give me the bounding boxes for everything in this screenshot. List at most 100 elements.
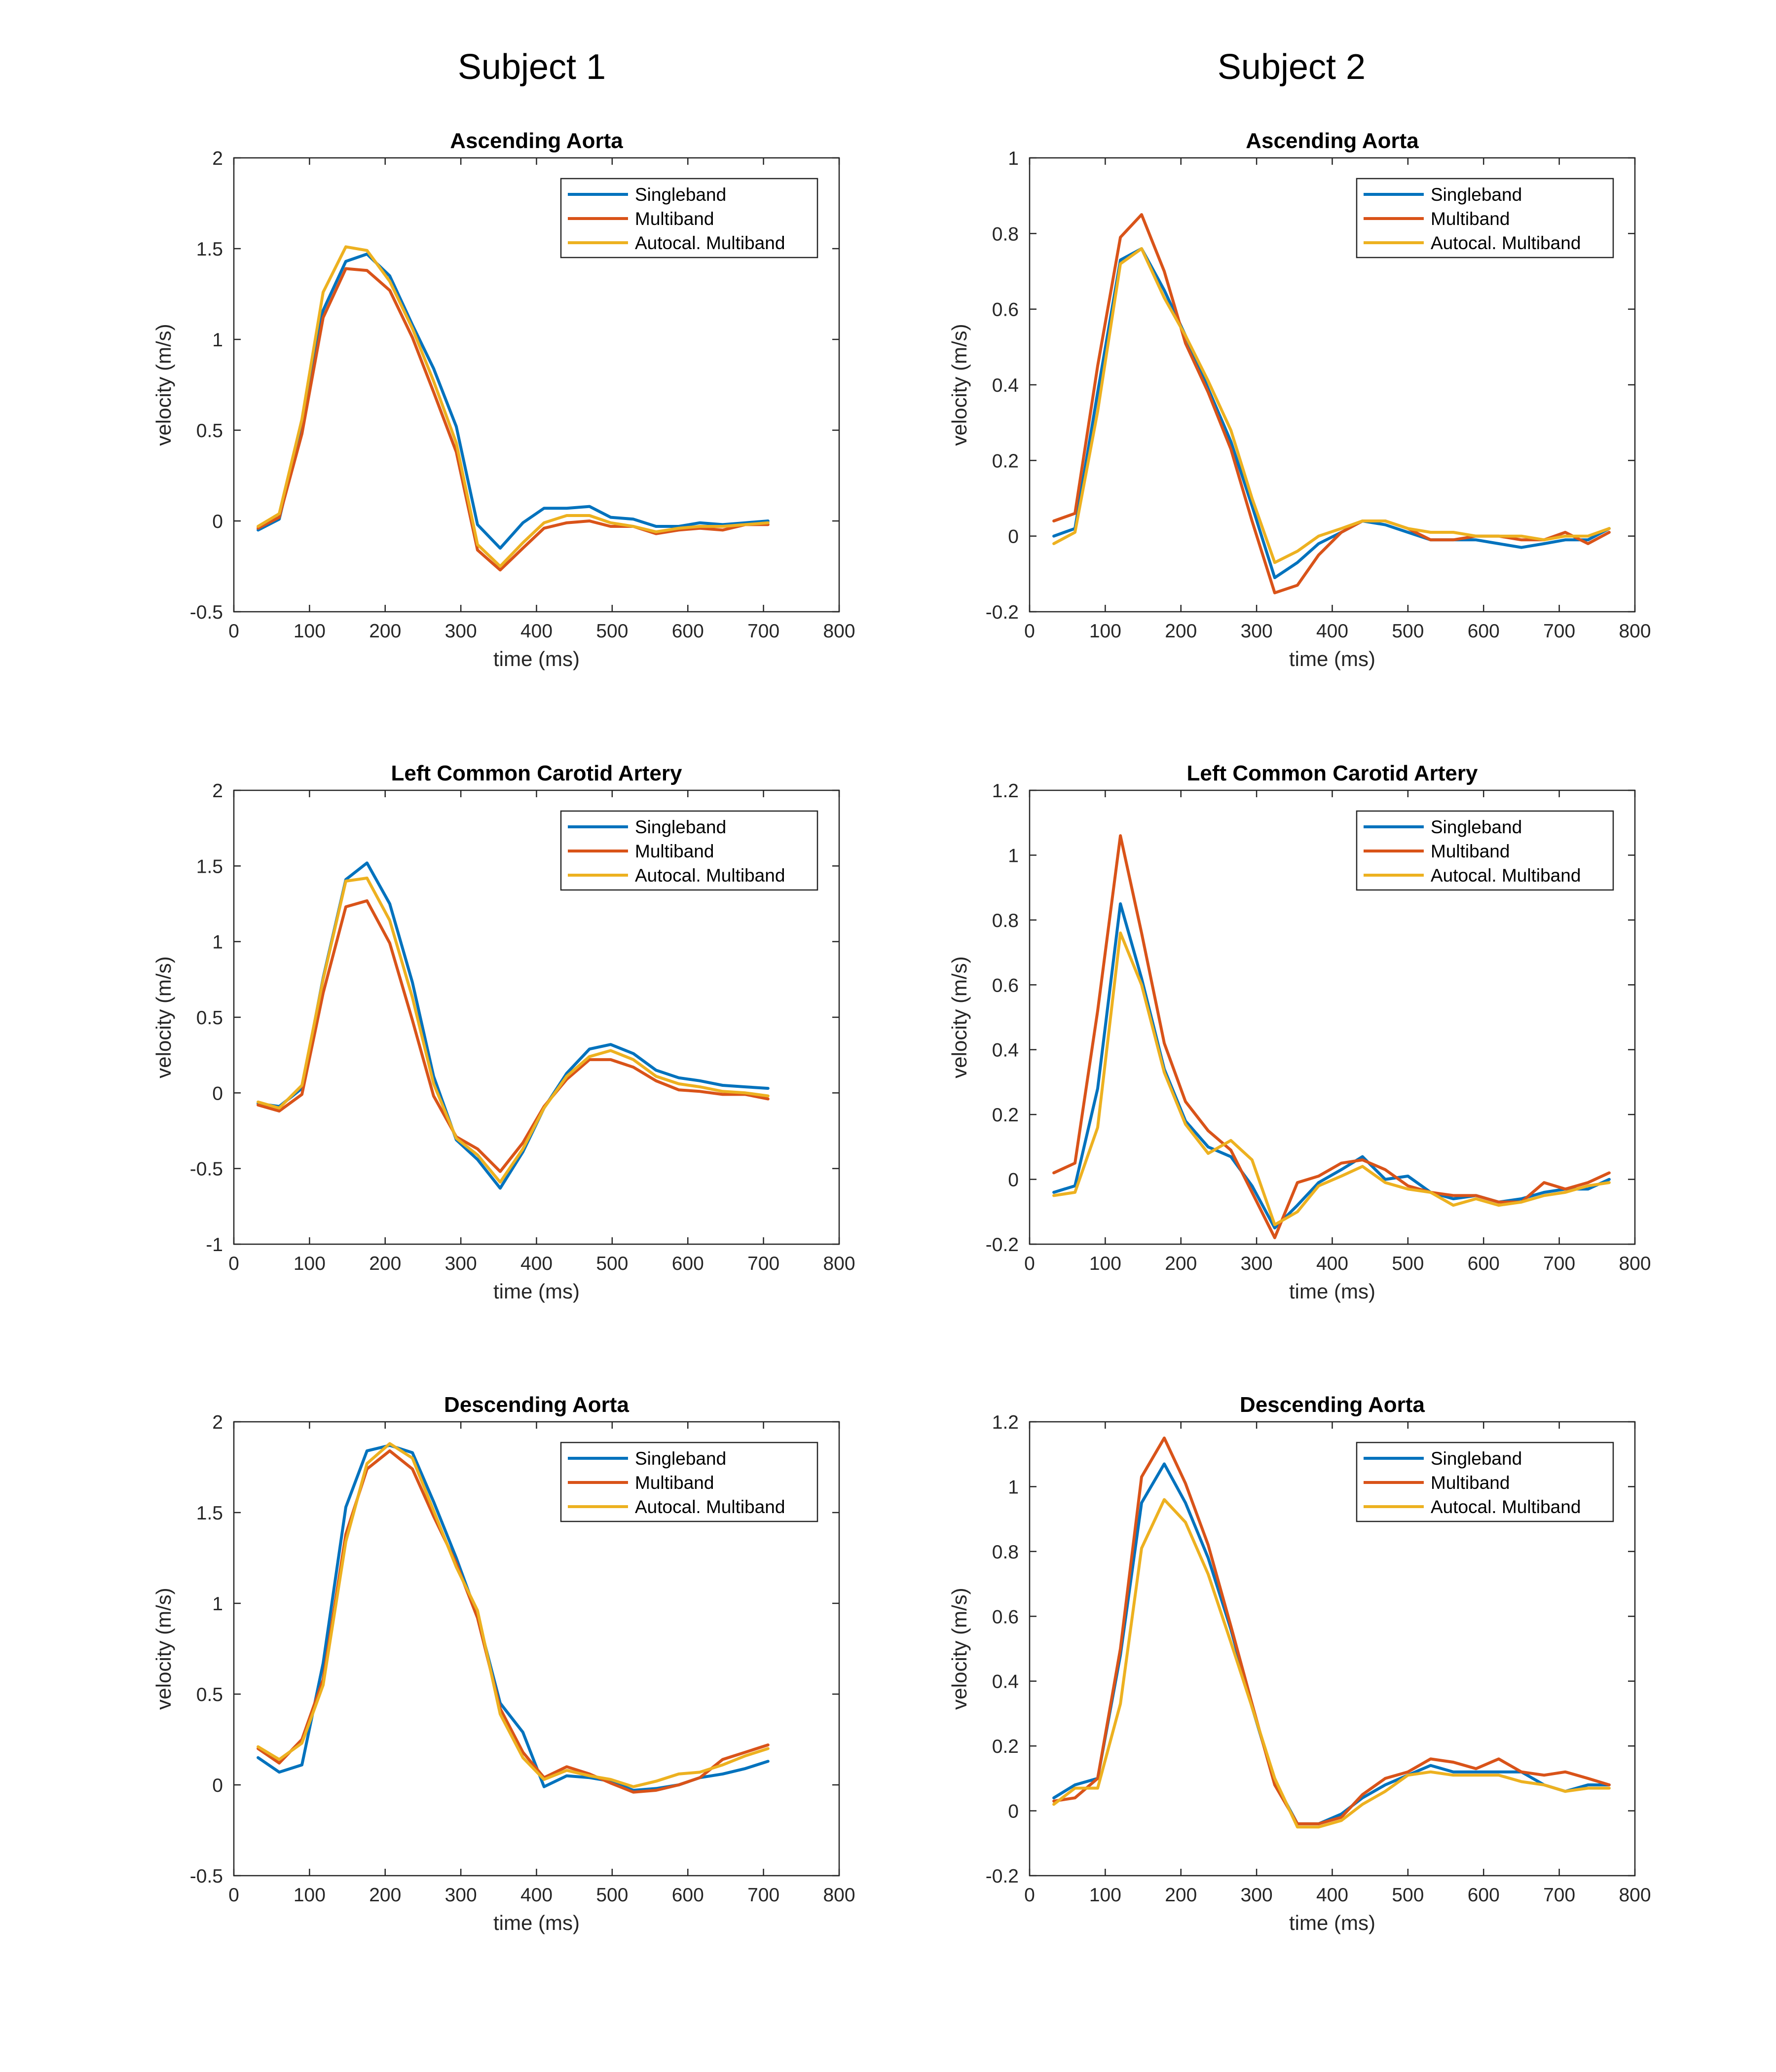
chart-1-series-multiband — [257, 267, 770, 572]
chart-4-ylabel: velocity (m/s) — [948, 956, 971, 1078]
chart-5-xtick-label: 100 — [294, 1885, 326, 1906]
chart-5-ytick-label: 1.5 — [196, 1503, 223, 1524]
chart-5-ytick-label: 0 — [212, 1775, 223, 1796]
chart-3-left-common-carotid-artery: Left Common Carotid Artery 0 100 200 300 400 5… — [152, 761, 855, 1303]
chart-3-ytick-label: 2 — [212, 780, 223, 802]
chart-1-axes-box — [233, 157, 840, 613]
chart-6-ytick-label: 0.6 — [992, 1606, 1019, 1628]
chart-1-xtick-label: 500 — [596, 621, 628, 642]
chart-2-xtick-label: 800 — [1619, 621, 1651, 642]
chart-3-ytick-label: -1 — [206, 1234, 223, 1256]
chart-2-ascending-aorta: Ascending Aorta 0 100 200 300 400 500 600 700 800… — [948, 129, 1651, 670]
chart-2-xtick-label: 300 — [1241, 621, 1273, 642]
chart-6-ytick-label: 0.4 — [992, 1671, 1019, 1693]
chart-6-title: Descending Aorta — [1240, 1393, 1425, 1417]
chart-4-ytick-label: 0.6 — [992, 975, 1019, 996]
chart-2-ytick-label: 1 — [1008, 148, 1019, 169]
chart-1-ytick-label: 1.5 — [196, 239, 223, 260]
chart-3-xtick-label: 300 — [445, 1253, 477, 1274]
chart-5-xtick-label: 300 — [445, 1885, 477, 1906]
chart-4-legend: Singleband Multiband Autocal. Multiband — [1356, 810, 1614, 891]
chart-6-ytick-label: 0.2 — [992, 1736, 1019, 1757]
chart-5-legend: Singleband Multiband Autocal. Multiband — [560, 1442, 818, 1522]
chart-6-series-autocal-multiband — [1052, 1498, 1611, 1829]
chart-5-legend-label-multiband: Multiband — [635, 1473, 714, 1493]
chart-4-axes-box — [1029, 789, 1636, 1245]
chart-3-title: Left Common Carotid Artery — [391, 761, 682, 785]
chart-1-xtick-label: 0 — [228, 621, 239, 642]
chart-2-series-multiband — [1052, 213, 1611, 594]
chart-2-xtick-label: 600 — [1468, 621, 1500, 642]
chart-3-series-multiband — [257, 899, 770, 1173]
chart-1-series-autocal-multiband — [257, 245, 770, 568]
chart-1-ytick-label: 2 — [212, 148, 223, 169]
chart-3-ytick-label: -0.5 — [190, 1159, 223, 1180]
chart-6-xtick-label: 0 — [1024, 1885, 1035, 1906]
chart-6-legend-label-singleband: Singleband — [1431, 1448, 1522, 1469]
chart-4-series-singleband — [1052, 902, 1611, 1230]
chart-2-ylabel: velocity (m/s) — [948, 324, 971, 445]
chart-4-xtick-label: 100 — [1089, 1253, 1121, 1274]
chart-6-xlabel: time (ms) — [1289, 1911, 1375, 1934]
chart-6-series-multiband — [1052, 1436, 1611, 1825]
chart-6-xtick-label: 300 — [1241, 1885, 1273, 1906]
chart-4-legend-label-singleband: Singleband — [1431, 817, 1522, 837]
chart-6-axes-box — [1029, 1421, 1636, 1877]
chart-6-ytick-label: 1.2 — [992, 1412, 1019, 1433]
chart-1-legend-label-singleband: Singleband — [635, 185, 726, 205]
chart-4-ytick-label: 0.2 — [992, 1105, 1019, 1126]
chart-4-legend-label-autocal-multiband: Autocal. Multiband — [1431, 865, 1581, 886]
chart-6-ytick-label: -0.2 — [986, 1866, 1019, 1887]
chart-2-legend-label-autocal-multiband: Autocal. Multiband — [1431, 233, 1581, 253]
chart-1-ytick-label: -0.5 — [190, 602, 223, 623]
chart-1-legend-label-autocal-multiband: Autocal. Multiband — [635, 233, 785, 253]
chart-5-xlabel: time (ms) — [493, 1911, 580, 1934]
chart-3-ytick-label: 0 — [212, 1083, 223, 1104]
chart-6-ytick-label: 1 — [1008, 1477, 1019, 1498]
chart-1-legend-label-multiband: Multiband — [635, 209, 714, 229]
chart-5-ytick-label: 1 — [212, 1593, 223, 1615]
column-title-subject-2: Subject 2 — [1218, 47, 1366, 87]
chart-3-legend: Singleband Multiband Autocal. Multiband — [560, 810, 818, 891]
chart-6-legend: Singleband Multiband Autocal. Multiband — [1356, 1442, 1614, 1522]
chart-6-ytick-label: 0 — [1008, 1801, 1019, 1822]
chart-5-legend-label-autocal-multiband: Autocal. Multiband — [635, 1497, 785, 1517]
chart-2-ytick-label: 0 — [1008, 526, 1019, 548]
chart-4-xtick-label: 400 — [1316, 1253, 1348, 1274]
chart-2-axes-box — [1029, 157, 1636, 613]
chart-5-ylabel: velocity (m/s) — [152, 1588, 175, 1709]
chart-2-legend-label-multiband: Multiband — [1431, 209, 1510, 229]
chart-3-series-autocal-multiband — [257, 876, 770, 1184]
chart-5-xtick-label: 400 — [520, 1885, 553, 1906]
chart-4-ytick-label: 0 — [1008, 1170, 1019, 1191]
chart-2-xlabel: time (ms) — [1289, 647, 1375, 670]
chart-5-xtick-label: 200 — [369, 1885, 401, 1906]
chart-4-xlabel: time (ms) — [1289, 1280, 1375, 1303]
chart-3-xtick-label: 800 — [823, 1253, 855, 1274]
chart-3-xtick-label: 200 — [369, 1253, 401, 1274]
chart-3-legend-label-singleband: Singleband — [635, 817, 726, 837]
chart-6-descending-aorta: Descending Aorta 0 100 200 300 400 500 600 700 80… — [948, 1393, 1651, 1934]
chart-2-xtick-label: 400 — [1316, 621, 1348, 642]
chart-2-ytick-label: 0.2 — [992, 450, 1019, 472]
chart-5-title: Descending Aorta — [444, 1393, 629, 1417]
chart-6-xtick-label: 100 — [1089, 1885, 1121, 1906]
chart-2-ytick-label: 0.4 — [992, 375, 1019, 396]
chart-6-xtick-label: 400 — [1316, 1885, 1348, 1906]
chart-5-xtick-label: 600 — [672, 1885, 704, 1906]
chart-1-xtick-label: 700 — [747, 621, 779, 642]
chart-3-ytick-label: 0.5 — [196, 1007, 223, 1029]
chart-3-axes-box — [233, 789, 840, 1245]
chart-2-xtick-label: 700 — [1543, 621, 1575, 642]
chart-5-xtick-label: 700 — [747, 1885, 779, 1906]
chart-6-xtick-label: 200 — [1165, 1885, 1197, 1906]
chart-4-xtick-label: 0 — [1024, 1253, 1035, 1274]
chart-4-xtick-label: 800 — [1619, 1253, 1651, 1274]
chart-2-ytick-label: -0.2 — [986, 602, 1019, 623]
chart-5-series-autocal-multiband — [257, 1442, 770, 1788]
chart-4-ytick-label: 1.2 — [992, 780, 1019, 802]
chart-5-legend-label-singleband: Singleband — [635, 1448, 726, 1469]
chart-1-xtick-label: 200 — [369, 621, 401, 642]
